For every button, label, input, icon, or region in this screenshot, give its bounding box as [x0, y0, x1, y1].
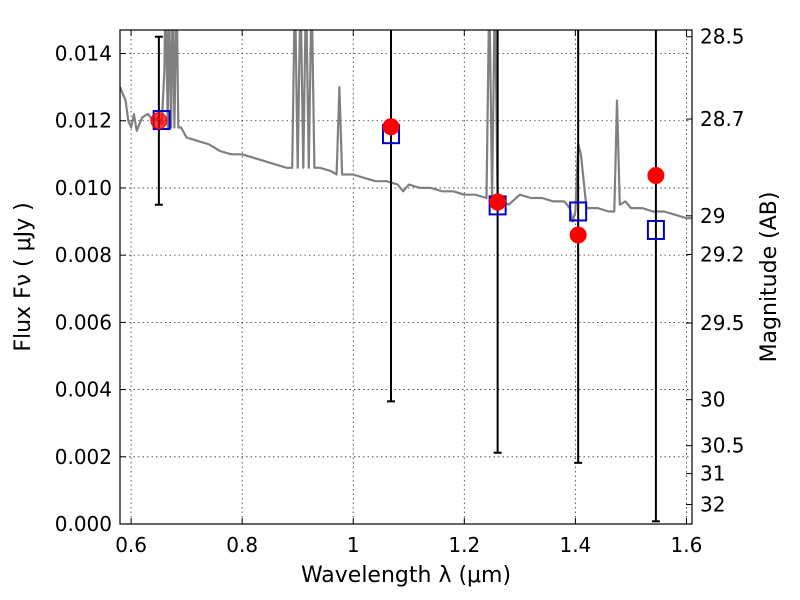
y2-tick-label: 31 [700, 462, 725, 486]
y-tick-label: 0.008 [55, 243, 112, 267]
observed-point [382, 118, 400, 136]
model-photometry-square [569, 201, 588, 222]
y-tick-label: 0.012 [55, 109, 112, 133]
x-tick-label: 1.6 [671, 533, 703, 557]
y-tick-label: 0.010 [55, 176, 112, 200]
observed-point [647, 167, 665, 185]
y2-tick-label: 28.7 [700, 107, 745, 131]
x-axis-title: Wavelength λ (μm) [301, 563, 511, 588]
observed-point [569, 226, 587, 244]
y2-tick-label: 30 [700, 388, 725, 412]
y-tick-label: 0.006 [55, 310, 112, 334]
y2-tick-label: 29.2 [700, 242, 745, 266]
y-tick-label: 0.014 [55, 42, 112, 66]
x-tick-label: 1.2 [448, 533, 480, 557]
x-tick-label: 0.6 [115, 533, 147, 557]
y2-tick-label: 32 [700, 493, 725, 517]
x-tick-label: 1.4 [559, 533, 591, 557]
y-axis-title: Flux Fν ( μJy ) [11, 202, 36, 351]
y-tick-label: 0.000 [55, 512, 112, 536]
model-photometry-square [646, 219, 665, 240]
y2-axis-title: Magnitude (AB) [757, 192, 782, 363]
y2-tick-label: 29 [700, 204, 725, 228]
tick-labels: 0.6 0.8 1 1.2 1.4 1.6 0.000 0.002 0.004 0.006 0.00… [55, 25, 745, 557]
y2-tick-label: 30.5 [700, 434, 745, 458]
plot-background [120, 30, 692, 524]
errorbar-layer [150, 30, 665, 523]
y-tick-label: 0.002 [55, 445, 112, 469]
observed-point [150, 112, 168, 130]
y2-tick-label: 29.5 [700, 311, 745, 335]
observed-point [489, 193, 507, 211]
plot-frame [119, 29, 693, 525]
x-tick-label: 1 [347, 533, 360, 557]
y-tick-label: 0.004 [55, 378, 112, 402]
ticks [120, 30, 692, 525]
y2-tick-label: 28.5 [700, 25, 745, 49]
x-tick-label: 0.8 [226, 533, 258, 557]
